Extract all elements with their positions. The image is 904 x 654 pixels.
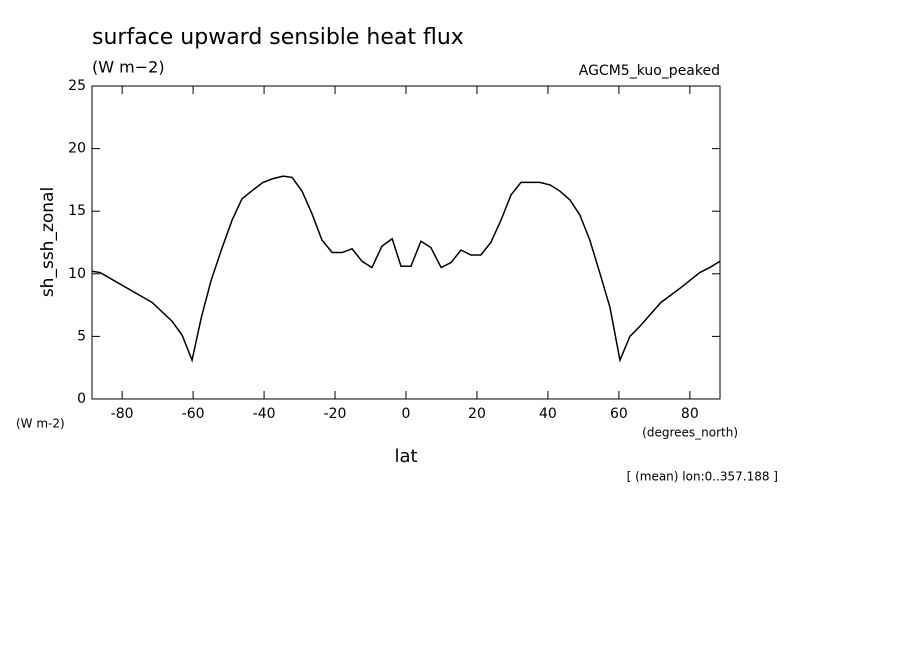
y-axis-label: sh_ssh_zonal <box>38 187 58 297</box>
y-tick-label: 0 <box>77 391 86 407</box>
y-units: (W m-2) <box>16 417 65 431</box>
run-label: AGCM5_kuo_peaked <box>579 63 720 79</box>
x-tick-label: 20 <box>468 406 486 422</box>
note: [ (mean) lon:0..357.188 ] <box>627 470 778 484</box>
x-tick-label: -60 <box>182 406 205 422</box>
x-tick-label: 60 <box>610 406 628 422</box>
y-tick-label: 10 <box>68 266 86 282</box>
plot-frame <box>91 85 721 400</box>
chart-subtitle: (W m−2) <box>92 58 165 77</box>
chart-title: surface upward sensible heat flux <box>92 25 464 50</box>
x-axis-label: lat <box>394 446 417 467</box>
x-tick-label: 80 <box>681 406 699 422</box>
x-tick-label: 0 <box>402 406 411 422</box>
y-tick-label: 25 <box>68 78 86 94</box>
x-tick-label: -20 <box>324 406 347 422</box>
y-tick-label: 5 <box>77 328 86 344</box>
y-tick-label: 15 <box>68 203 86 219</box>
x-tick-label: -80 <box>111 406 134 422</box>
x-units: (degrees_north) <box>642 426 738 440</box>
x-tick-label: 40 <box>539 406 557 422</box>
y-tick-label: 20 <box>68 141 86 157</box>
data-line <box>91 175 721 363</box>
x-tick-label: -40 <box>253 406 276 422</box>
